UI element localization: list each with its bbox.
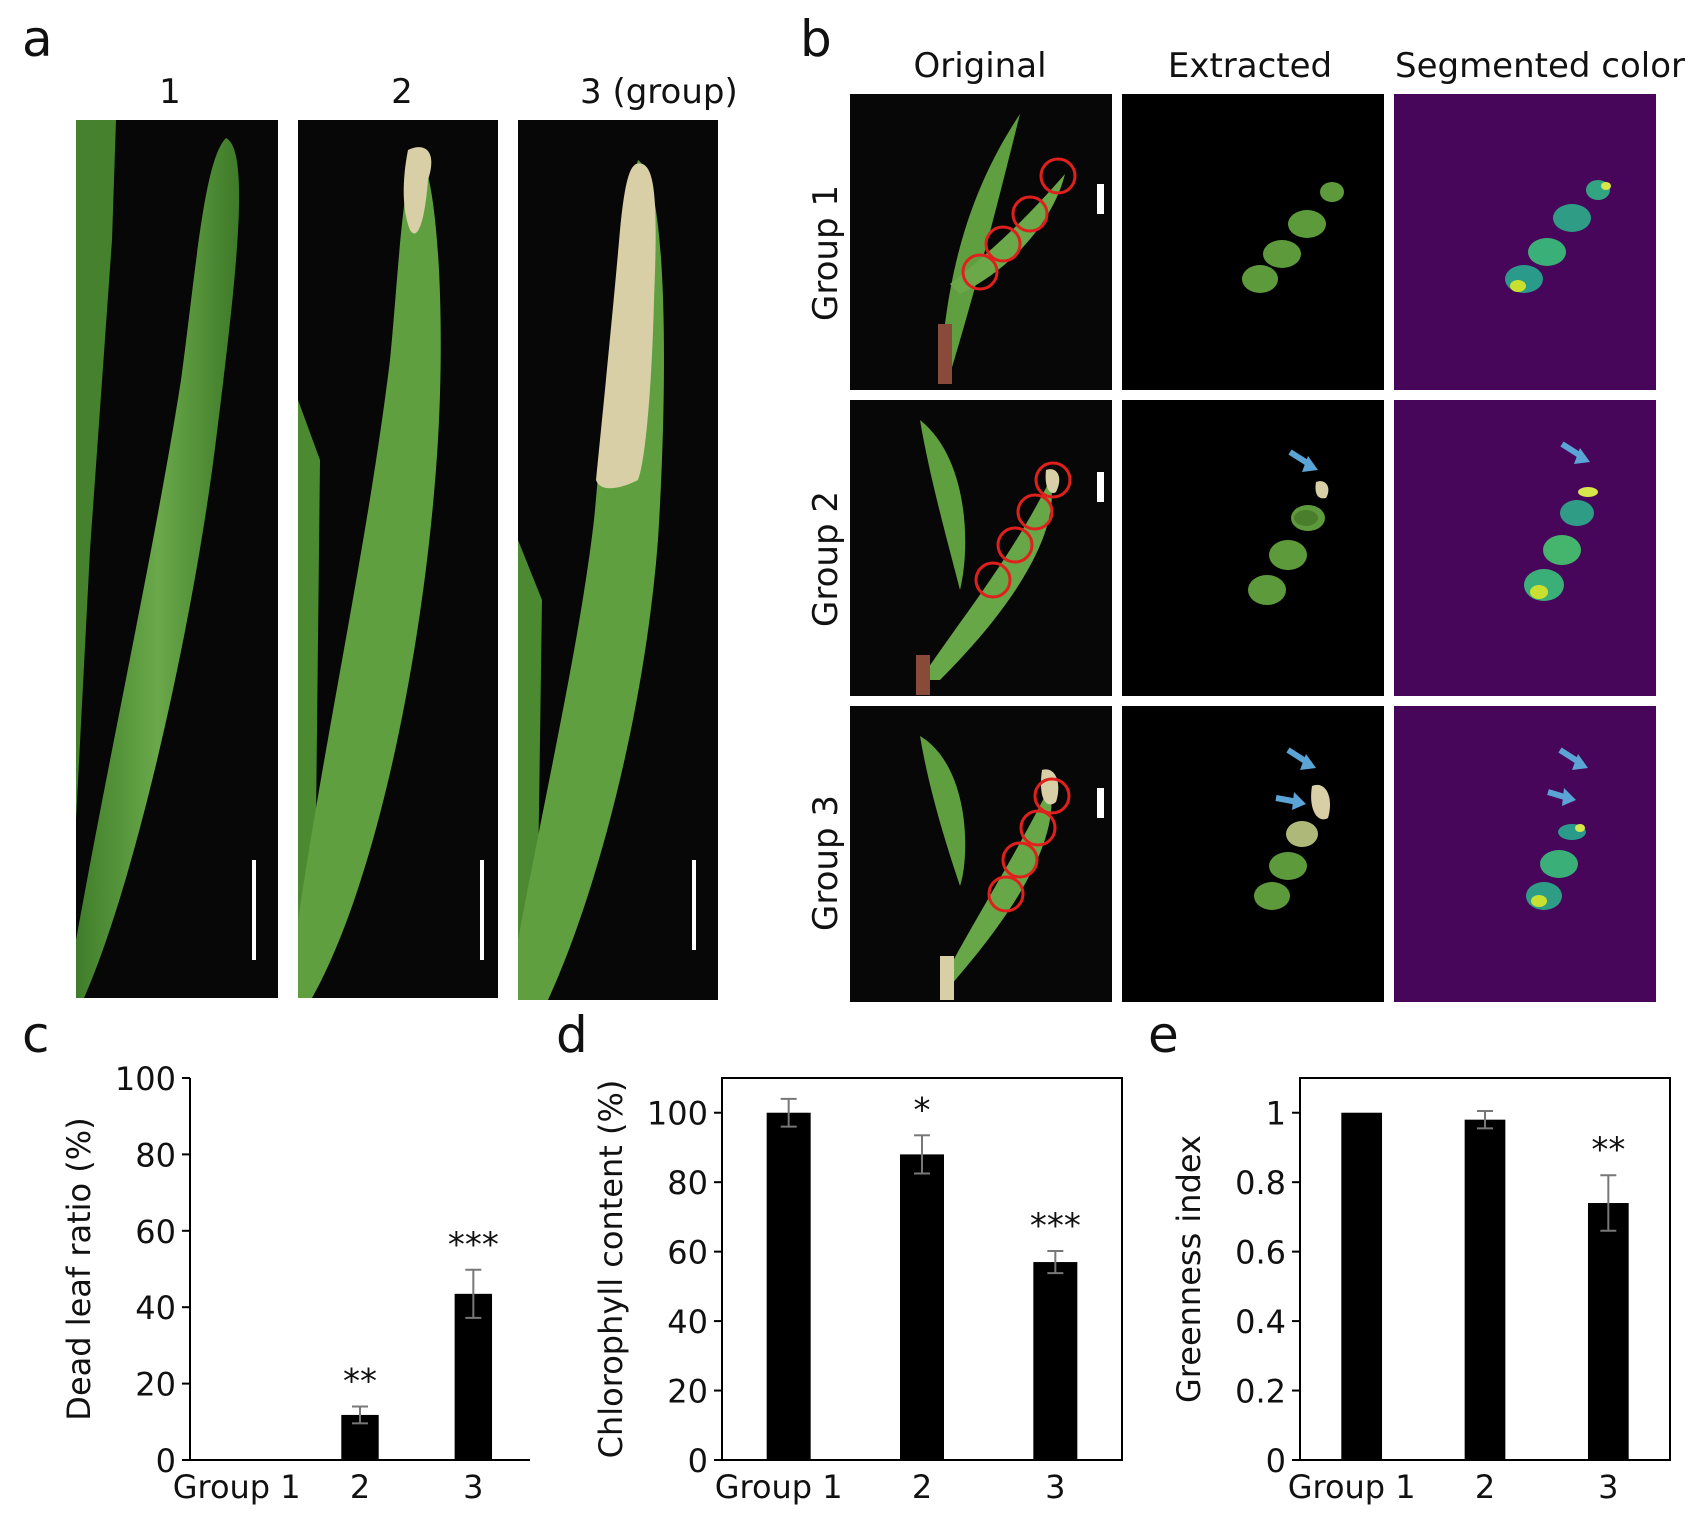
y-tick-label: 20 xyxy=(135,1366,176,1404)
panel-e-letter: e xyxy=(1148,1006,1179,1064)
y-tick-label: 60 xyxy=(135,1213,176,1251)
original-photo-group-1-image xyxy=(938,114,1104,384)
segmented-image-group-2 xyxy=(1394,400,1656,696)
y-axis-label: Chlorophyll content (%) xyxy=(592,1080,630,1459)
leaf-photo-group-3-image xyxy=(518,160,696,1000)
chart-d-chlorophyll-content: 0 20 40 60 80 100 Chlorophyll content (%) Group… xyxy=(592,1077,1123,1506)
y-tick-label: 60 xyxy=(667,1234,708,1272)
panel-b-row-label-group-3: Group 3 xyxy=(806,795,846,931)
x-tick-label: 2 xyxy=(350,1468,370,1506)
x-tick-label: 3 xyxy=(1598,1468,1618,1506)
y-tick-label: 0.4 xyxy=(1235,1303,1286,1341)
bar xyxy=(1033,1262,1078,1460)
extracted-image-group-1 xyxy=(1122,94,1384,390)
leaf-photo-group-2-image xyxy=(298,147,484,998)
segmented-image-group-2-image xyxy=(1524,441,1598,601)
x-tick-label: Group 1 xyxy=(173,1468,301,1506)
y-tick-label: 100 xyxy=(115,1060,176,1098)
panel-a-column-label-3: 3 (group) xyxy=(580,72,738,112)
extracted-image-group-3-image xyxy=(1254,747,1331,910)
panel-c-letter: c xyxy=(22,1006,50,1064)
original-photo-group-3-image xyxy=(920,736,1104,1000)
leaf-photo-group-1 xyxy=(76,120,278,998)
extracted-image-group-1-image xyxy=(1242,182,1344,293)
x-tick-label: 2 xyxy=(912,1468,932,1506)
panel-a-letter: a xyxy=(22,10,53,68)
y-tick-label: 100 xyxy=(647,1095,708,1133)
panel-a-column-label-1: 1 xyxy=(159,72,181,112)
significance-label: *** xyxy=(1030,1206,1081,1246)
original-photo-group-3 xyxy=(850,706,1112,1002)
x-tick-label: 2 xyxy=(1475,1468,1495,1506)
y-tick-label: 1 xyxy=(1266,1095,1286,1133)
y-tick-label: 0.2 xyxy=(1235,1373,1286,1411)
x-tick-label: Group 1 xyxy=(715,1468,843,1506)
x-tick-label: 3 xyxy=(1045,1468,1065,1506)
y-tick-label: 0.6 xyxy=(1235,1234,1286,1272)
significance-label: ** xyxy=(1591,1130,1625,1170)
bar xyxy=(1587,1203,1629,1460)
y-tick-label: 0.8 xyxy=(1235,1164,1286,1202)
y-tick-label: 80 xyxy=(135,1136,176,1174)
y-tick-label: 0 xyxy=(688,1442,708,1480)
x-tick-label: Group 1 xyxy=(1288,1468,1416,1506)
x-tick-label: 3 xyxy=(463,1468,483,1506)
segmented-image-group-3-image xyxy=(1526,747,1588,910)
panel-a-column-label-2: 2 xyxy=(391,72,413,112)
segmented-image-group-1-image xyxy=(1505,180,1611,293)
y-tick-label: 40 xyxy=(135,1289,176,1327)
y-axis-label: Greenness index xyxy=(1170,1135,1208,1403)
significance-label: ** xyxy=(343,1362,377,1402)
y-tick-label: 40 xyxy=(667,1303,708,1341)
panel-b-row-label-group-1: Group 1 xyxy=(806,185,846,321)
panel-d-letter: d xyxy=(556,1006,588,1064)
chart-e-greenness-index: 0 0.2 0.4 0.6 0.8 1 Greenness index Group 1 2 ** 3 xyxy=(1170,1077,1671,1506)
y-tick-label: 0 xyxy=(156,1442,176,1480)
panel-b-column-label-original: Original xyxy=(913,46,1047,86)
segmented-image-group-3 xyxy=(1394,706,1656,1002)
bar xyxy=(766,1112,811,1460)
significance-label: *** xyxy=(448,1225,499,1265)
panel-b-letter: b xyxy=(800,10,832,68)
significance-label: * xyxy=(914,1090,931,1130)
extracted-image-group-2-image xyxy=(1248,449,1329,605)
bar xyxy=(900,1154,944,1460)
original-photo-group-2-image xyxy=(916,420,1104,695)
chart-c-dead-leaf-ratio: 0 20 40 60 80 100 Dead leaf ratio (%) Group 1 **… xyxy=(60,1060,530,1506)
y-tick-label: 80 xyxy=(667,1164,708,1202)
panel-b-column-label-segmented: Segmented color xyxy=(1394,46,1686,86)
panel-b-column-label-extracted: Extracted xyxy=(1167,46,1333,86)
leaf-photo-group-1-image xyxy=(76,120,256,998)
y-axis-label: Dead leaf ratio (%) xyxy=(60,1117,98,1420)
extracted-image-group-3 xyxy=(1122,706,1384,1002)
y-tick-label: 0 xyxy=(1266,1442,1286,1480)
original-photo-group-1 xyxy=(850,94,1112,390)
leaf-photo-group-3 xyxy=(518,120,718,1000)
leaf-photo-group-2 xyxy=(298,120,498,998)
bar xyxy=(1341,1112,1383,1460)
panel-b-row-label-group-2: Group 2 xyxy=(806,491,846,627)
original-photo-group-2 xyxy=(850,400,1112,696)
y-tick-label: 20 xyxy=(667,1373,708,1411)
segmented-image-group-1 xyxy=(1394,94,1656,390)
bar xyxy=(454,1293,493,1460)
extracted-image-group-2 xyxy=(1122,400,1384,696)
bar xyxy=(1464,1119,1506,1460)
